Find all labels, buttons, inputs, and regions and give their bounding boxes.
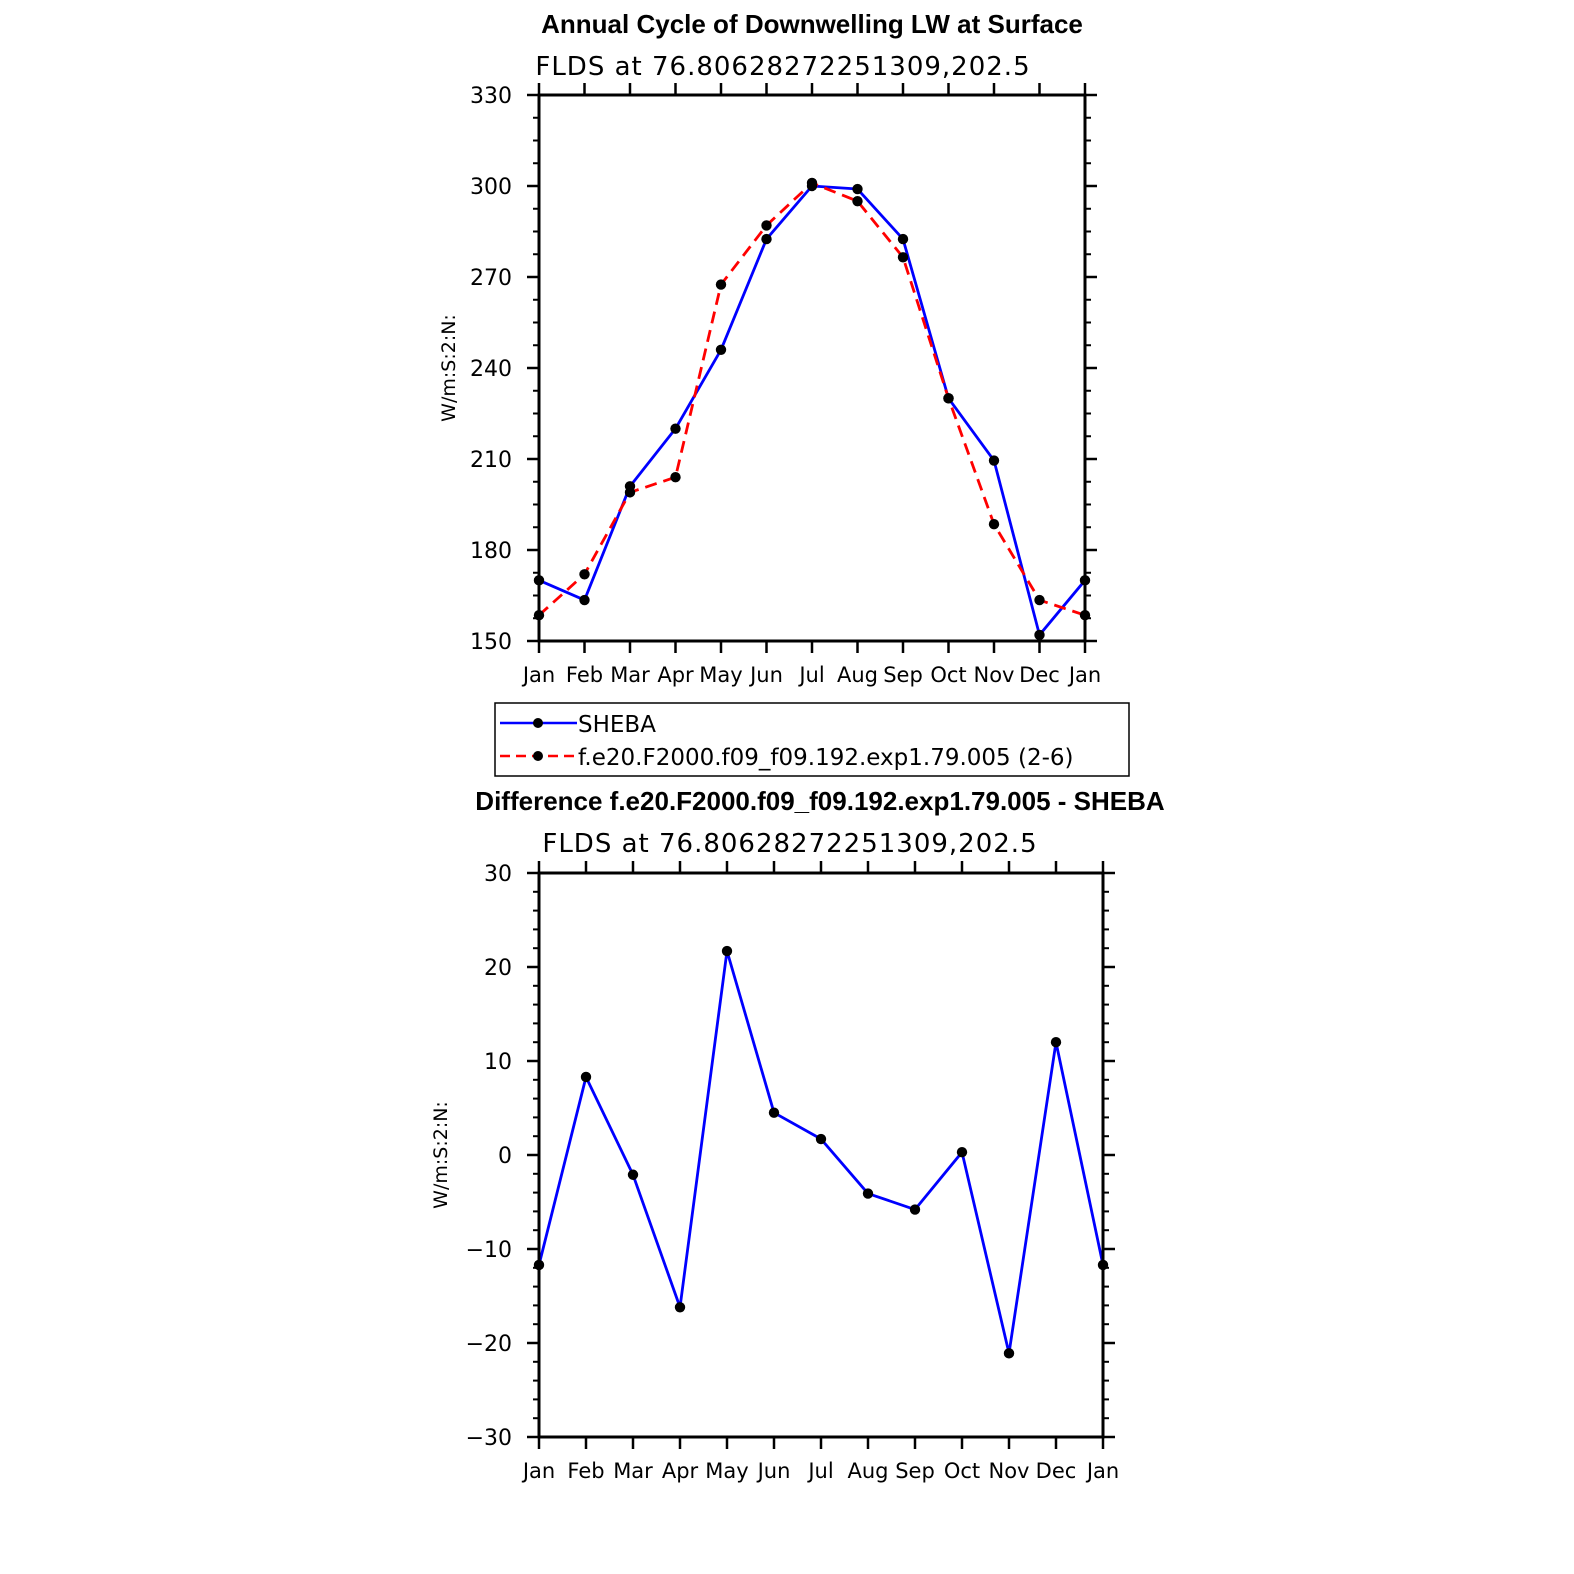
plot-lines [533, 177, 1091, 641]
data-point-0 [715, 344, 727, 355]
data-point-0 [768, 1107, 780, 1118]
data-point-1 [715, 279, 727, 290]
legend-label-model: f.e20.F2000.f09_f09.192.exp1.79.005 (2-6… [578, 745, 1074, 771]
x-tick-label: Nov [974, 663, 1015, 687]
x-tick-label: Sep [895, 1459, 935, 1483]
data-point-0 [815, 1133, 827, 1145]
x-tick-label: Dec [1019, 663, 1060, 687]
plot-lines [533, 945, 1109, 1359]
data-point-0 [627, 1169, 639, 1180]
y-axis-label: W/m:S:2:N: [430, 1101, 452, 1209]
chart-title: Annual Cycle of Downwelling LW at Surfac… [541, 9, 1083, 39]
x-tick-label: Feb [566, 663, 603, 687]
x-tick-label: Nov [989, 1459, 1030, 1483]
y-tick-label: 330 [470, 84, 512, 109]
x-tick-label: Apr [662, 1459, 699, 1483]
x-tick-label: Jan [521, 663, 555, 687]
x-tick-label: Dec [1036, 1459, 1077, 1483]
x-tick-label: Aug [847, 1459, 888, 1483]
x-tick-label: Jul [797, 663, 824, 687]
data-point-1 [579, 569, 590, 580]
data-point-0 [862, 1188, 874, 1199]
data-point-1 [624, 487, 636, 498]
legend-marker-sheba [533, 718, 543, 728]
y-tick-label: −30 [466, 1426, 512, 1451]
data-point-0 [721, 945, 733, 957]
data-point-0 [988, 455, 1000, 466]
series-line-0 [537, 949, 1105, 1355]
data-point-0 [1003, 1348, 1015, 1359]
x-tick-label: Jun [748, 663, 783, 687]
chart-subtitle: FLDS at 76.80628272251309,202.5 [542, 829, 1037, 859]
data-point-0 [580, 1071, 592, 1083]
data-point-0 [1034, 629, 1045, 641]
axis-tick-labels: Jan Feb Mar Apr May Jun Jul Aug Sep Oct Nov Dec Jan 1… [470, 84, 1101, 687]
data-point-1 [988, 519, 1000, 530]
data-point-1 [943, 393, 954, 404]
legend-label-sheba: SHEBA [578, 712, 656, 738]
y-tick-label: 0 [498, 1144, 512, 1169]
annual-cycle-chart: Annual Cycle of Downwelling LW at Surfac… [438, 9, 1101, 687]
y-tick-label: −20 [466, 1332, 512, 1357]
x-tick-label: Sep [883, 663, 923, 687]
x-tick-label: Mar [613, 1459, 653, 1483]
x-tick-label: May [699, 663, 742, 687]
y-tick-label: 20 [484, 956, 512, 981]
series-line-1 [538, 181, 1086, 617]
x-tick-label: Oct [930, 663, 966, 687]
data-point-0 [579, 594, 590, 606]
x-tick-label: Aug [837, 663, 878, 687]
data-point-1 [761, 220, 772, 231]
legend-marker-model [533, 751, 543, 761]
x-tick-label: Jul [806, 1459, 833, 1483]
y-tick-label: 240 [470, 357, 512, 382]
y-tick-label: 300 [470, 175, 512, 200]
y-tick-label: 10 [484, 1050, 512, 1075]
data-point-0 [1050, 1037, 1062, 1048]
legend: SHEBA f.e20.F2000.f09_f09.192.exp1.79.00… [494, 702, 1130, 777]
series-line-0 [538, 184, 1087, 637]
difference-chart: Difference f.e20.F2000.f09_f09.192.exp1.… [430, 786, 1165, 1483]
axis-tick-labels: Jan Feb Mar Apr May Jun Jul Aug Sep Oct Nov Dec Jan−… [466, 862, 1120, 1483]
data-point-0 [897, 233, 909, 245]
data-point-0 [761, 233, 772, 245]
y-tick-label: 150 [470, 630, 512, 655]
chart-title: Difference f.e20.F2000.f09_f09.192.exp1.… [475, 786, 1165, 816]
y-tick-label: 210 [470, 448, 512, 473]
x-tick-label: Jan [1085, 1459, 1119, 1483]
x-tick-label: Feb [567, 1459, 604, 1483]
data-point-0 [956, 1146, 968, 1158]
data-point-0 [852, 183, 863, 195]
y-tick-label: 180 [470, 539, 512, 564]
y-tick-label: 30 [484, 862, 512, 887]
x-tick-label: May [705, 1459, 748, 1483]
legend-box [494, 702, 1130, 777]
y-tick-label: −10 [466, 1238, 512, 1263]
plot-frame [537, 93, 1087, 643]
x-tick-label: Oct [944, 1459, 980, 1483]
data-point-1 [852, 195, 863, 207]
y-axis-label: W/m:S:2:N: [438, 314, 460, 422]
x-tick-label: Mar [610, 663, 650, 687]
x-tick-label: Apr [657, 663, 694, 687]
axis-ticks [527, 83, 1097, 653]
data-point-1 [897, 252, 909, 263]
data-point-0 [674, 1302, 686, 1313]
chart-subtitle: FLDS at 76.80628272251309,202.5 [535, 52, 1030, 82]
data-point-1 [806, 177, 818, 189]
x-tick-label: Jan [521, 1459, 555, 1483]
axis-ticks [527, 861, 1115, 1449]
y-tick-label: 270 [470, 266, 512, 291]
x-tick-label: Jun [756, 1459, 791, 1483]
data-point-1 [1034, 594, 1045, 606]
data-point-0 [909, 1204, 921, 1215]
data-point-0 [670, 423, 681, 434]
x-tick-label: Jan [1067, 663, 1101, 687]
plot-frame [537, 871, 1105, 1439]
data-point-1 [670, 472, 681, 483]
